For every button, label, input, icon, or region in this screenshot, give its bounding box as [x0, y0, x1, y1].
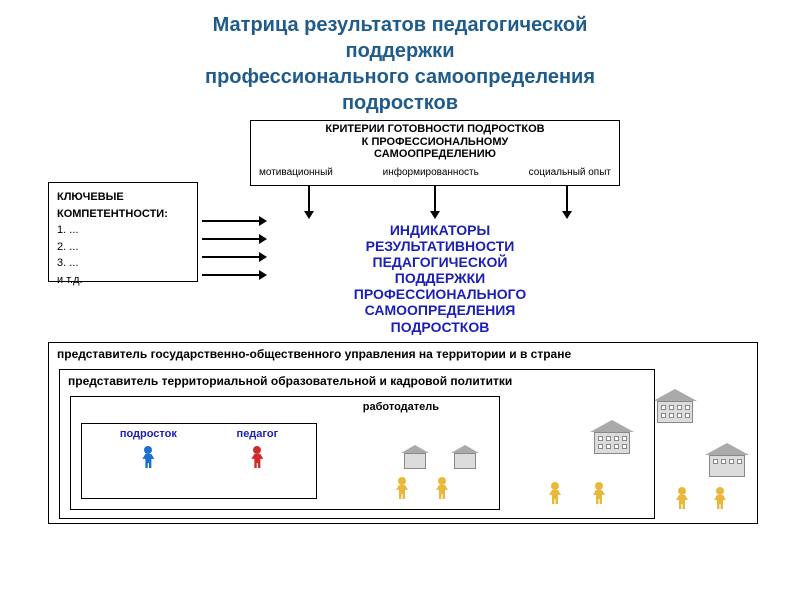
key-competencies-box: КЛЮЧЕВЫЕ КОМПЕТЕНТНОСТИ: 1. ... 2. ... 3…: [48, 182, 198, 282]
criteria-box: КРИТЕРИИ ГОТОВНОСТИ ПОДРОСТКОВ К ПРОФЕСС…: [250, 120, 620, 186]
stakeholder-level3: работодатель подросток педагог: [70, 396, 500, 510]
person-icon: [548, 482, 562, 506]
stakeholders-outer: представитель государственно-общественно…: [48, 342, 758, 524]
criteria-item: информированность: [383, 167, 479, 178]
criteria-heading: КРИТЕРИИ ГОТОВНОСТИ ПОДРОСТКОВ К ПРОФЕСС…: [255, 123, 615, 161]
arrow-right-icon: [202, 256, 260, 258]
building-icon: [705, 443, 749, 477]
building-icon: [451, 445, 479, 469]
indicators-block: ИНДИКАТОРЫ РЕЗУЛЬТАТИВНОСТИ ПЕДАГОГИЧЕСК…: [300, 222, 580, 335]
person-icon: [395, 477, 409, 501]
key-item: и т.д.: [57, 272, 189, 289]
teacher-label: педагог: [237, 428, 279, 440]
diagram-canvas: КРИТЕРИИ ГОТОВНОСТИ ПОДРОСТКОВ К ПРОФЕСС…: [10, 120, 790, 600]
stakeholder-level2: представитель территориальной образовате…: [59, 369, 655, 519]
building-icon: [401, 445, 429, 469]
stakeholder-level2-label: представитель территориальной образовате…: [68, 374, 646, 388]
arrow-down-icon: [566, 186, 568, 212]
title-line: профессионального самоопределения: [40, 64, 760, 90]
criteria-items: мотивационный информированность социальн…: [255, 167, 615, 178]
building-icon: [590, 420, 634, 454]
arrow-down-icon: [308, 186, 310, 212]
arrow-right-icon: [202, 274, 260, 276]
criteria-item: мотивационный: [259, 167, 333, 178]
arrow-down-icon: [434, 186, 436, 212]
employer-label: работодатель: [363, 401, 439, 413]
teen-col: подросток: [120, 428, 177, 473]
person-icon: [592, 482, 606, 506]
title-line: поддержки: [40, 38, 760, 64]
page-title: Матрица результатов педагогической подде…: [0, 0, 800, 120]
teacher-col: педагог: [237, 428, 279, 473]
title-line: подростков: [40, 90, 760, 116]
key-heading: КЛЮЧЕВЫЕ КОМПЕТЕНТНОСТИ:: [57, 189, 189, 222]
title-line: Матрица результатов педагогической: [40, 12, 760, 38]
person-icon: [713, 487, 727, 511]
person-icon: [435, 477, 449, 501]
building-icon: [653, 389, 697, 423]
key-item: 1. ...: [57, 222, 189, 239]
arrow-right-icon: [202, 238, 260, 240]
stakeholder-level4: подросток педагог: [81, 423, 317, 499]
key-item: 2. ...: [57, 239, 189, 256]
key-item: 3. ...: [57, 255, 189, 272]
arrow-right-icon: [202, 220, 260, 222]
teacher-icon: [250, 446, 264, 470]
person-icon: [675, 487, 689, 511]
criteria-item: социальный опыт: [529, 167, 611, 178]
teen-icon: [141, 446, 155, 470]
stakeholder-level1-label: представитель государственно-общественно…: [57, 347, 749, 361]
teen-label: подросток: [120, 428, 177, 440]
